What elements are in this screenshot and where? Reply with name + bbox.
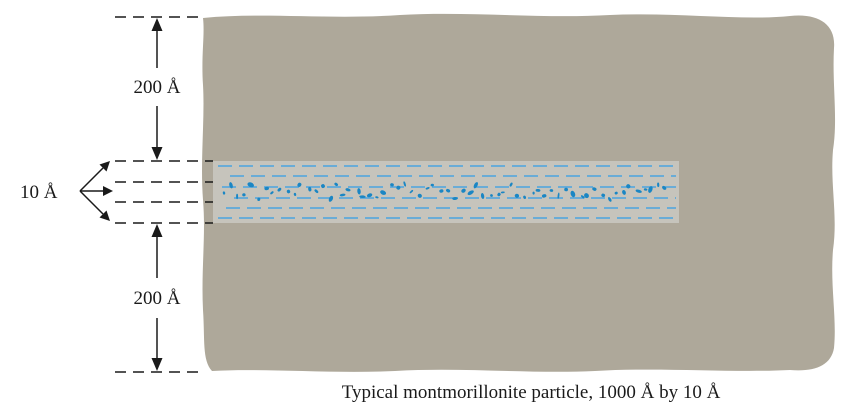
clay-particle: [321, 184, 325, 189]
caption: Typical montmorillonite particle, 1000 Å…: [342, 382, 721, 403]
clay-particle: [242, 193, 246, 197]
clay-particle: [643, 188, 648, 191]
clay-particle: [339, 193, 346, 197]
clay-particle: [375, 196, 379, 199]
clay-particle: [314, 189, 319, 194]
clay-particle: [635, 189, 642, 193]
clay-particle: [439, 189, 444, 193]
reference-lines: [115, 16, 213, 373]
clay-particle: [257, 197, 261, 201]
clay-particle: [535, 188, 541, 192]
clay-particle: [380, 190, 387, 195]
thickness-pointer-arrows: [79, 161, 113, 221]
clay-particle: [222, 191, 226, 195]
clay-particle: [490, 194, 493, 197]
clay-particle: [557, 192, 560, 199]
clay-particle: [608, 197, 612, 202]
clay-particle: [446, 188, 451, 193]
clay-particle: [396, 185, 401, 190]
clay-particle: [359, 195, 366, 199]
layer-thickness-label: 10 Å: [20, 182, 58, 203]
clay-particle: [592, 187, 597, 191]
clay-particle: [293, 192, 297, 196]
clay-particle: [614, 191, 618, 195]
clay-particle: [584, 193, 589, 199]
clay-particle: [580, 195, 585, 199]
clay-particle: [270, 191, 274, 195]
clay-particle: [236, 193, 239, 200]
clay-particle: [334, 182, 338, 187]
clay-particles: [222, 181, 667, 202]
clay-particle: [417, 193, 422, 198]
bottom-dimension-arrows: [151, 224, 163, 371]
clay-particle: [541, 194, 547, 198]
clay-particle: [328, 195, 334, 202]
clay-particle: [509, 182, 513, 187]
clay-particle: [390, 183, 394, 187]
top-dimension-arrows: [151, 18, 163, 160]
clay-particle: [549, 189, 554, 192]
clay-particle: [247, 182, 254, 188]
clay-particle: [480, 193, 485, 199]
clay-particle: [403, 181, 406, 187]
clay-particle: [601, 193, 606, 198]
clay-particle: [564, 187, 568, 192]
clay-particle: [461, 188, 466, 193]
clay-particle: [622, 189, 626, 195]
clay-particle: [264, 186, 269, 191]
clay-particle: [308, 186, 312, 192]
clay-particle: [357, 188, 361, 195]
clay-particle: [648, 186, 653, 193]
clay-particle: [514, 193, 520, 198]
clay-particle: [345, 188, 351, 192]
clay-particle: [473, 182, 478, 189]
clay-particle: [277, 187, 282, 192]
clay-particle: [657, 182, 660, 188]
clay-particle: [409, 189, 414, 194]
clay-particle: [425, 187, 430, 190]
clay-particle: [286, 189, 291, 194]
bottom-spacing-label: 200 Å: [134, 288, 181, 309]
clay-layer: [213, 161, 679, 223]
clay-particle: [500, 191, 505, 194]
clay-particle: [430, 183, 434, 187]
clay-particle: [297, 182, 302, 187]
clay-particle: [366, 193, 373, 198]
top-spacing-label: 200 Å: [134, 77, 181, 98]
clay-particle: [452, 196, 458, 201]
clay-particle: [497, 192, 501, 197]
clay-particle: [523, 195, 527, 199]
clay-particle: [626, 184, 631, 189]
clay-particle: [467, 190, 474, 196]
clay-particle: [662, 185, 667, 190]
clay-particle: [229, 182, 233, 189]
clay-particle: [532, 191, 535, 195]
clay-particle: [570, 190, 576, 198]
